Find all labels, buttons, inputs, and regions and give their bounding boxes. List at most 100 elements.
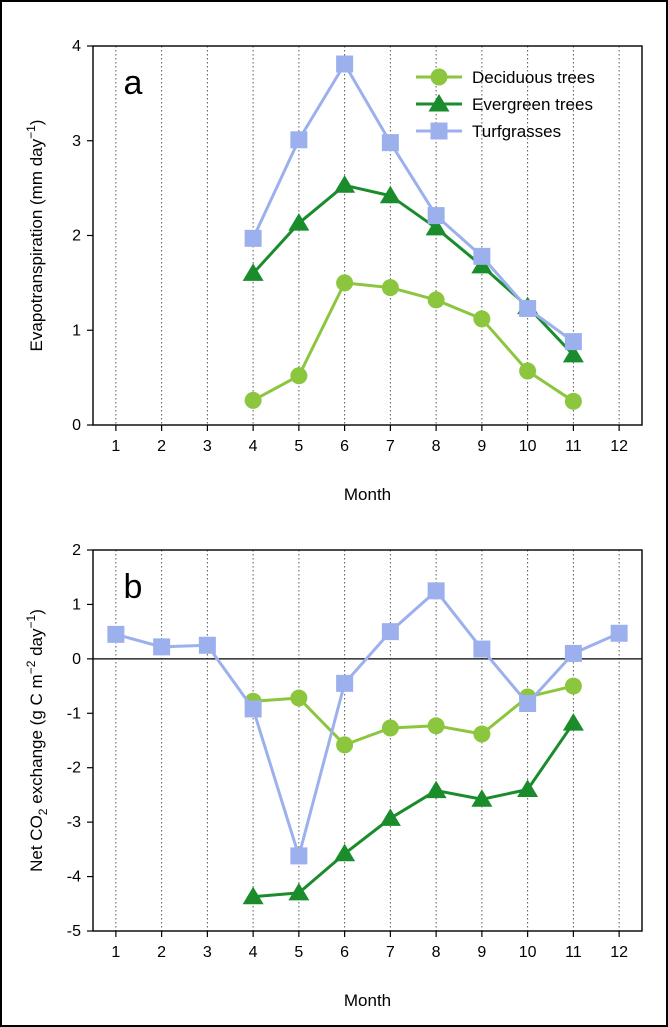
y-tick-label: -2 [67,760,81,777]
y-axis-label: Net CO2 exchange (g C m−2 day−1) [24,609,50,872]
data-point [290,131,308,149]
x-tick-label: 8 [432,944,441,961]
y-tick-label: -1 [67,705,81,722]
data-point [517,779,539,797]
y-tick-label: 0 [72,651,81,668]
data-point [244,229,262,247]
data-point [473,640,491,658]
legend-label: Evergreen trees [472,95,593,114]
data-point [562,713,584,731]
data-point [242,886,264,905]
data-point [427,717,445,735]
legend: Deciduous trees Evergreen trees Turfgrasse… [416,68,595,141]
legend-marker [430,122,448,140]
y-axis-label-superscript: −2 [24,660,38,674]
panel-letter: a [124,64,143,102]
data-point [290,847,308,865]
data-point [381,719,399,737]
legend-marker [428,94,450,112]
y-axis-label-text: exchange (g C m [27,674,46,808]
data-point [334,175,356,193]
series-line [251,62,575,343]
legend-marker [430,68,448,86]
x-tick-label: 9 [477,944,486,961]
x-tick-label: 11 [565,438,582,455]
data-point [336,55,354,73]
y-axis-label-text: ) [27,120,46,126]
data-point [290,689,308,707]
series-evergreen-trees [242,713,584,905]
x-tick-label: 3 [203,438,212,455]
data-point [381,279,399,297]
data-point [425,217,447,236]
panel-a: 1 2 3 4 5 6 7 8 9 10 11 1201234MonthEvapotranspirat… [24,38,643,504]
y-axis-label: Evapotranspiration (mm day−1) [24,120,46,352]
data-point [473,247,491,265]
x-tick-label: 6 [340,944,349,961]
data-point [427,207,445,225]
y-tick-label: 2 [72,228,81,245]
x-tick-label: 8 [432,438,441,455]
data-point [288,213,310,231]
data-point [336,674,354,692]
series-line [252,281,575,403]
data-point [336,274,354,292]
x-tick-label: 1 [111,438,120,455]
y-tick-label: -5 [67,923,81,940]
x-tick-label: 9 [477,438,486,455]
plot-frame [92,549,643,932]
panel-letter: b [124,568,143,606]
y-tick-label: 3 [72,133,81,150]
data-point [564,333,582,351]
legend-label: Deciduous trees [472,68,595,87]
data-point [564,644,582,662]
data-point [562,344,584,363]
data-point [427,582,445,600]
data-point [519,694,537,712]
data-point [198,636,216,654]
data-point [473,310,491,328]
data-point [107,625,125,643]
x-tick-label: 5 [294,944,303,961]
data-point [244,391,262,409]
y-tick-label: 1 [72,322,81,339]
y-tick-label: -3 [67,814,81,831]
x-tick-label: 7 [386,944,395,961]
y-axis-label-text: day [27,628,46,661]
data-point [379,808,401,826]
y-axis-label-subscript: 2 [36,808,50,815]
series-deciduous-trees [244,274,582,410]
x-axis-label: Month [344,485,391,504]
x-tick-label: 12 [610,944,628,961]
x-tick-label: 12 [610,438,628,455]
y-axis-label-superscript: −1 [24,614,38,628]
x-tick-label: 1 [111,944,120,961]
series-line [253,722,575,899]
y-axis-label-text: Net CO [27,815,46,872]
y-tick-label: 4 [72,38,81,55]
y-tick-label: 1 [72,596,81,613]
x-tick-label: 4 [249,438,258,455]
x-tick-label: 6 [340,438,349,455]
y-tick-label: 0 [72,417,81,434]
data-point [425,780,447,799]
data-point [381,134,399,152]
data-point [519,362,537,380]
data-point [381,623,399,641]
data-point [288,882,310,901]
x-axis-label: Month [344,991,391,1010]
x-tick-label: 10 [519,438,537,455]
series-turfgrasses [107,582,628,865]
x-tick-label: 3 [203,944,212,961]
data-point [427,291,445,309]
x-tick-label: 11 [565,944,582,961]
data-point [242,263,264,281]
y-tick-label: 2 [72,542,81,559]
data-point [336,736,354,754]
data-point [290,367,308,385]
data-point [334,843,356,862]
x-tick-label: 5 [294,438,303,455]
